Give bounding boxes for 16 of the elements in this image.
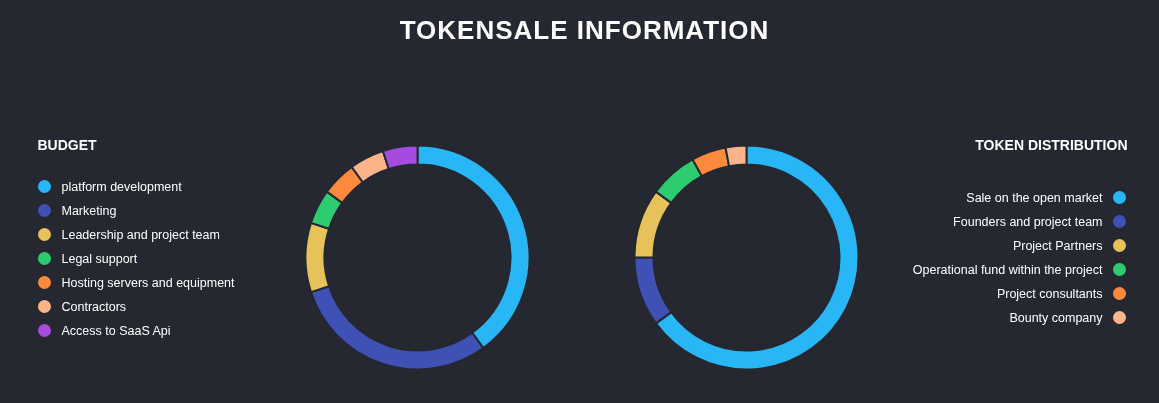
legend-label: platform development (61, 179, 183, 194)
legend-label: Contractors (61, 299, 127, 314)
chart-title: TOKEN DISTRIBUTION (975, 136, 1128, 153)
text: TOKENSALE INFORMATION (399, 14, 770, 47)
legend-label: Project Partners (1012, 238, 1103, 253)
legend-label: Hosting servers and equipment (61, 275, 236, 290)
legend-label: Leadership and project team (61, 227, 220, 242)
legend-label: Marketing (61, 203, 117, 218)
legend-label: Operational fund within the project (912, 262, 1104, 277)
legend-label: Legal support (61, 251, 138, 266)
chart-title: BUDGET (37, 136, 98, 153)
legend-label: Project consultants (996, 286, 1103, 301)
legend-label: Bounty company (1009, 310, 1104, 325)
legend-label: Founders and project team (953, 214, 1103, 229)
legend-label: Access to SaaS Api (61, 323, 171, 338)
legend-label: Sale on the open market (966, 190, 1104, 205)
